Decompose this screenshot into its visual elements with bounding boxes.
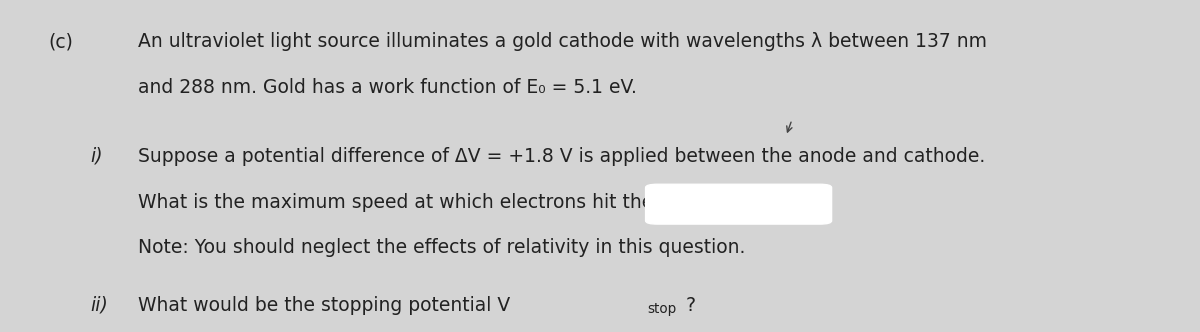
- Text: (c): (c): [48, 32, 73, 51]
- Text: Note: You should neglect the effects of relativity in this question.: Note: You should neglect the effects of …: [138, 238, 745, 257]
- Text: What would be the stopping potential V: What would be the stopping potential V: [138, 296, 510, 315]
- Text: and 288 nm. Gold has a work function of E₀ = 5.1 eV.: and 288 nm. Gold has a work function of …: [138, 78, 637, 98]
- Text: Suppose a potential difference of ΔV = +1.8 V is applied between the anode and c: Suppose a potential difference of ΔV = +…: [138, 146, 985, 166]
- Text: An ultraviolet light source illuminates a gold cathode with wavelengths λ betwee: An ultraviolet light source illuminates …: [138, 32, 986, 51]
- Text: ?: ?: [685, 296, 695, 315]
- Text: ii): ii): [90, 296, 108, 315]
- FancyBboxPatch shape: [646, 184, 832, 224]
- Text: stop: stop: [647, 302, 676, 316]
- Text: i): i): [90, 146, 103, 166]
- Text: What is the maximum speed at which electrons hit the anode?: What is the maximum speed at which elect…: [138, 193, 727, 212]
